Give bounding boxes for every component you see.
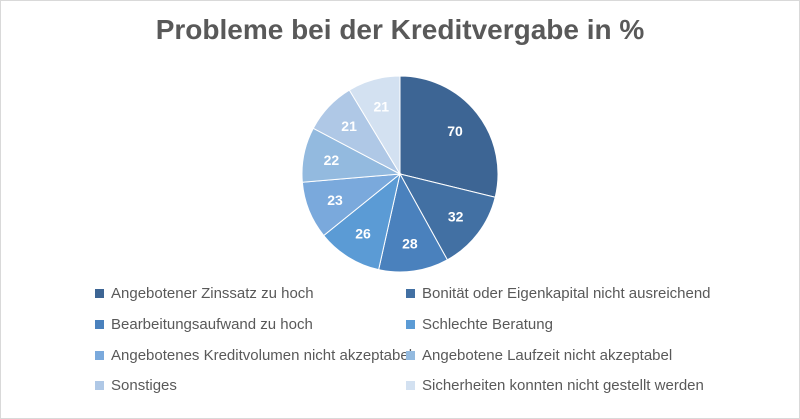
slice-value-label-0: 70: [447, 123, 463, 139]
pie-slice-labels: 70 32 28 26 23 22 21 21: [324, 99, 464, 252]
pie-slice-1: [399, 173, 496, 261]
slice-value-label-7: 21: [373, 99, 389, 115]
slice-value-label-2: 28: [402, 235, 418, 251]
pie-slices: [301, 75, 499, 273]
slice-value-label-1: 32: [448, 209, 464, 225]
pie-slice-7: [348, 75, 401, 176]
slice-value-label-6: 21: [341, 118, 357, 134]
chart-title: Probleme bei der Kreditvergabe in %: [155, 14, 645, 45]
slice-value-label-5: 22: [324, 152, 340, 168]
pie-slice-2: [378, 172, 449, 273]
slice-value-label-4: 23: [327, 192, 343, 208]
pie-slice-0: [399, 75, 499, 198]
slice-value-label-3: 26: [355, 225, 371, 241]
